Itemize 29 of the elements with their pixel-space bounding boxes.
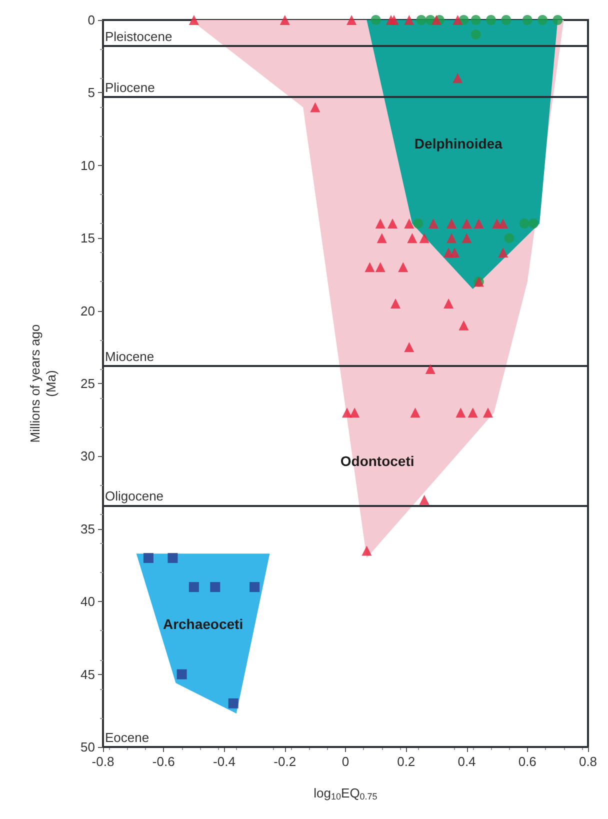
ref-line-label: Pleistocene — [105, 29, 172, 44]
y-tick-label: 20 — [80, 303, 95, 318]
y-tick-label: 35 — [80, 521, 95, 536]
y-tick-label: 5 — [88, 85, 95, 100]
series-label: Archaeoceti — [162, 616, 244, 632]
series-label: Odontoceti — [340, 453, 414, 470]
x-tick-label: -0.4 — [213, 754, 236, 769]
ref-line-label: Eocene — [105, 730, 150, 745]
x-tick-label: -0.6 — [152, 754, 175, 769]
x-tick-label: 0.8 — [578, 754, 598, 769]
ref-line-label: Miocene — [105, 349, 154, 364]
y-tick-label: 0 — [88, 12, 95, 28]
x-tick-label: 0 — [342, 754, 350, 769]
y-tick-label: 30 — [80, 448, 95, 464]
x-tick-label: -0.2 — [274, 754, 296, 769]
x-tick-label: 0.2 — [397, 754, 416, 769]
y-tick-label: 45 — [80, 666, 95, 682]
x-tick-label: 0.4 — [458, 754, 476, 769]
y-tick-label: 25 — [80, 376, 95, 391]
ref-line-label: Oligocene — [105, 488, 164, 504]
ref-line-label: Pliocene — [105, 80, 155, 96]
y-tick-label: 50 — [80, 740, 95, 754]
y-axis-title: Millions of years ago (Ma) — [28, 324, 58, 443]
x-tick-label: -0.8 — [92, 754, 114, 769]
y-tick-label: 15 — [80, 230, 95, 246]
y-tick-label: 40 — [80, 594, 95, 610]
y-tick-label: 10 — [80, 158, 95, 173]
series-label: Delphinoidea — [414, 136, 503, 152]
x-tick-label: 0.6 — [518, 754, 536, 769]
